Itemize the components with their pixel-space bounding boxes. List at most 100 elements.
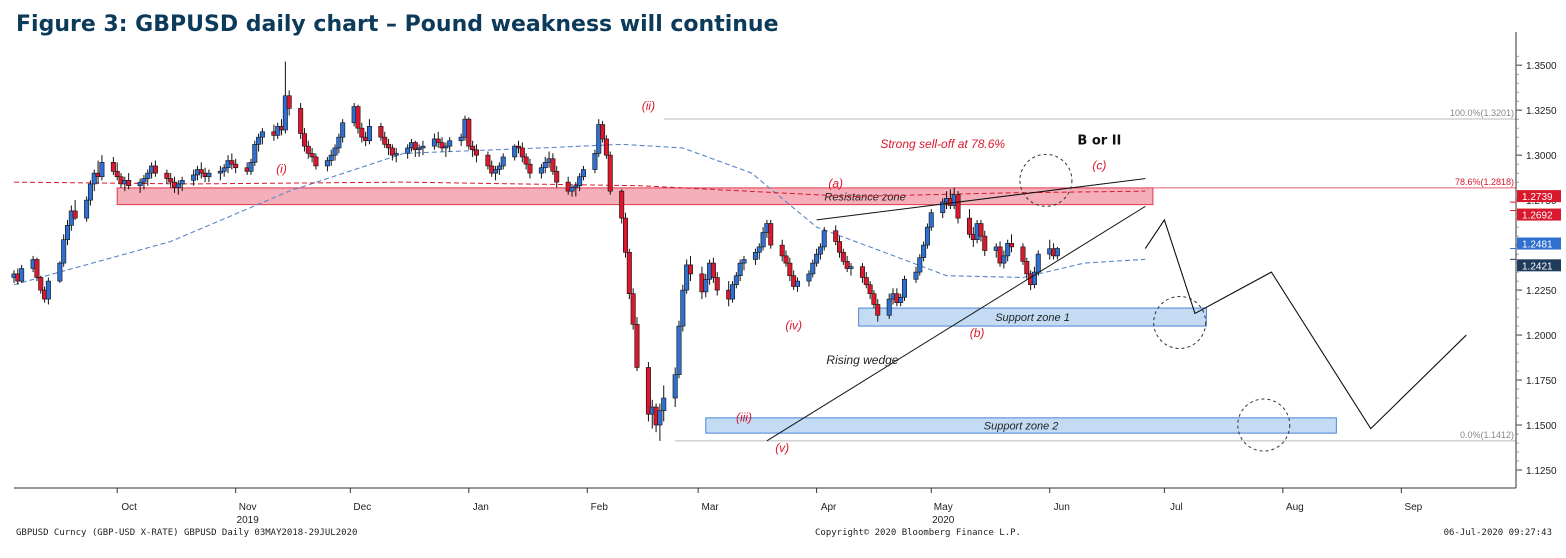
- x-tick-label: Sep: [1404, 502, 1422, 513]
- candle-body: [473, 149, 479, 156]
- candle-body: [794, 280, 800, 287]
- y-tick-label: 1.3500: [1526, 61, 1557, 72]
- candle-body: [466, 118, 472, 147]
- candle-body: [145, 172, 151, 179]
- candle-body: [137, 181, 143, 187]
- x-tick-label: Dec: [353, 502, 371, 513]
- candle-body: [928, 212, 934, 228]
- candle-body: [626, 252, 632, 294]
- candle-body: [458, 136, 464, 142]
- candle-body: [550, 158, 556, 172]
- candle-body: [730, 284, 736, 300]
- annotation-label: (a): [828, 177, 843, 191]
- candle-body: [623, 217, 629, 253]
- candle-body: [114, 171, 120, 178]
- dotted-circle-marker: [1019, 153, 1073, 207]
- candle-body: [206, 172, 212, 178]
- candle-body: [412, 142, 418, 151]
- annotation-label: (v): [775, 441, 789, 455]
- trendline-layer: [766, 178, 1467, 442]
- x-year-label: 2020: [932, 515, 955, 526]
- annotation-label: Strong sell-off at 78.6%: [880, 137, 1005, 151]
- moving-average-red-series: [13, 181, 1146, 198]
- candle-body: [34, 259, 40, 278]
- annotation-label: (iii): [736, 410, 752, 424]
- price-label-text: 1.2481: [1522, 240, 1553, 251]
- candle-body: [760, 232, 766, 248]
- price-label-box: [1517, 208, 1561, 221]
- candle-body: [198, 169, 204, 174]
- candle-body: [733, 275, 739, 285]
- candle-body: [592, 153, 598, 170]
- zone-label: Resistance zone: [824, 191, 905, 203]
- candle-body: [607, 154, 613, 192]
- x-tick-label: Jul: [1170, 502, 1183, 513]
- candle-body: [577, 176, 583, 187]
- price-label-box: [1517, 237, 1561, 250]
- candle-body: [141, 178, 147, 183]
- y-tick-label: 1.3000: [1526, 151, 1557, 162]
- candle-body: [844, 261, 850, 269]
- candle-body: [810, 262, 816, 275]
- candle-body: [940, 201, 946, 214]
- price-label-box: [1517, 259, 1561, 272]
- dotted-circle-marker: [1153, 295, 1207, 349]
- candle-body: [405, 147, 411, 154]
- fibonacci-layer: 100.0%(1.3201) 78.6%(1.2818) 0.0%(1.1412): [663, 108, 1516, 442]
- candle-body: [921, 244, 927, 259]
- candle-body: [359, 127, 365, 138]
- candle-body: [859, 266, 865, 278]
- candle-body: [389, 147, 395, 156]
- candle-body: [500, 156, 506, 167]
- candle-body: [38, 277, 44, 291]
- dotted-circle-marker: [1237, 398, 1291, 452]
- price-label-box: [1517, 190, 1561, 203]
- candle-body: [710, 262, 716, 278]
- candle-body: [175, 183, 181, 188]
- annotation-label: B or II: [1077, 133, 1121, 148]
- y-tick-label: 1.1750: [1526, 376, 1557, 387]
- candle-body: [840, 252, 846, 262]
- candle-body: [439, 142, 445, 149]
- candle-body: [164, 172, 170, 179]
- annotation-label: (ii): [642, 99, 655, 113]
- candle-body: [898, 296, 904, 303]
- candle-body: [87, 183, 93, 201]
- candle-body: [848, 266, 854, 269]
- candle-body: [328, 154, 334, 161]
- candle-body: [814, 253, 820, 264]
- x-tick-label: Aug: [1286, 502, 1304, 513]
- candle-body: [619, 190, 625, 219]
- candle-body: [837, 241, 843, 253]
- candle-body: [966, 217, 972, 235]
- x-tick-label: Nov: [239, 502, 257, 513]
- annotation-label: (c): [1092, 159, 1106, 173]
- candle-body: [512, 145, 518, 158]
- candle-body: [523, 156, 529, 165]
- candle-body: [875, 304, 881, 316]
- candle-body: [65, 225, 71, 241]
- candle-body: [1031, 271, 1037, 285]
- candle-body: [191, 174, 197, 181]
- x-tick-label: Jun: [1054, 502, 1070, 513]
- axis-layer: 1.12501.15001.17501.20001.22501.25001.27…: [14, 32, 1561, 526]
- x-year-label: 2019: [237, 515, 260, 526]
- price-label-text: 1.2421: [1522, 261, 1553, 272]
- rising-wedge-line: [766, 206, 1146, 442]
- candle-body: [19, 268, 25, 282]
- fibonacci-label: 78.6%(1.2818): [1455, 177, 1514, 187]
- candle-body: [217, 171, 223, 174]
- y-tick-label: 1.1250: [1526, 466, 1557, 477]
- candle-body: [301, 133, 307, 147]
- candle-body: [768, 223, 774, 246]
- candle-body: [714, 277, 720, 291]
- candle-body: [259, 131, 265, 138]
- candle-body: [580, 169, 586, 178]
- zone-label: Support zone 1: [995, 312, 1070, 324]
- y-tick-label: 1.1500: [1526, 421, 1557, 432]
- moving-average-layer: [13, 143, 1146, 286]
- x-tick-label: Apr: [821, 502, 837, 513]
- candle-body: [680, 289, 686, 327]
- projection-path: [1144, 218, 1467, 430]
- candle-body: [1005, 243, 1011, 257]
